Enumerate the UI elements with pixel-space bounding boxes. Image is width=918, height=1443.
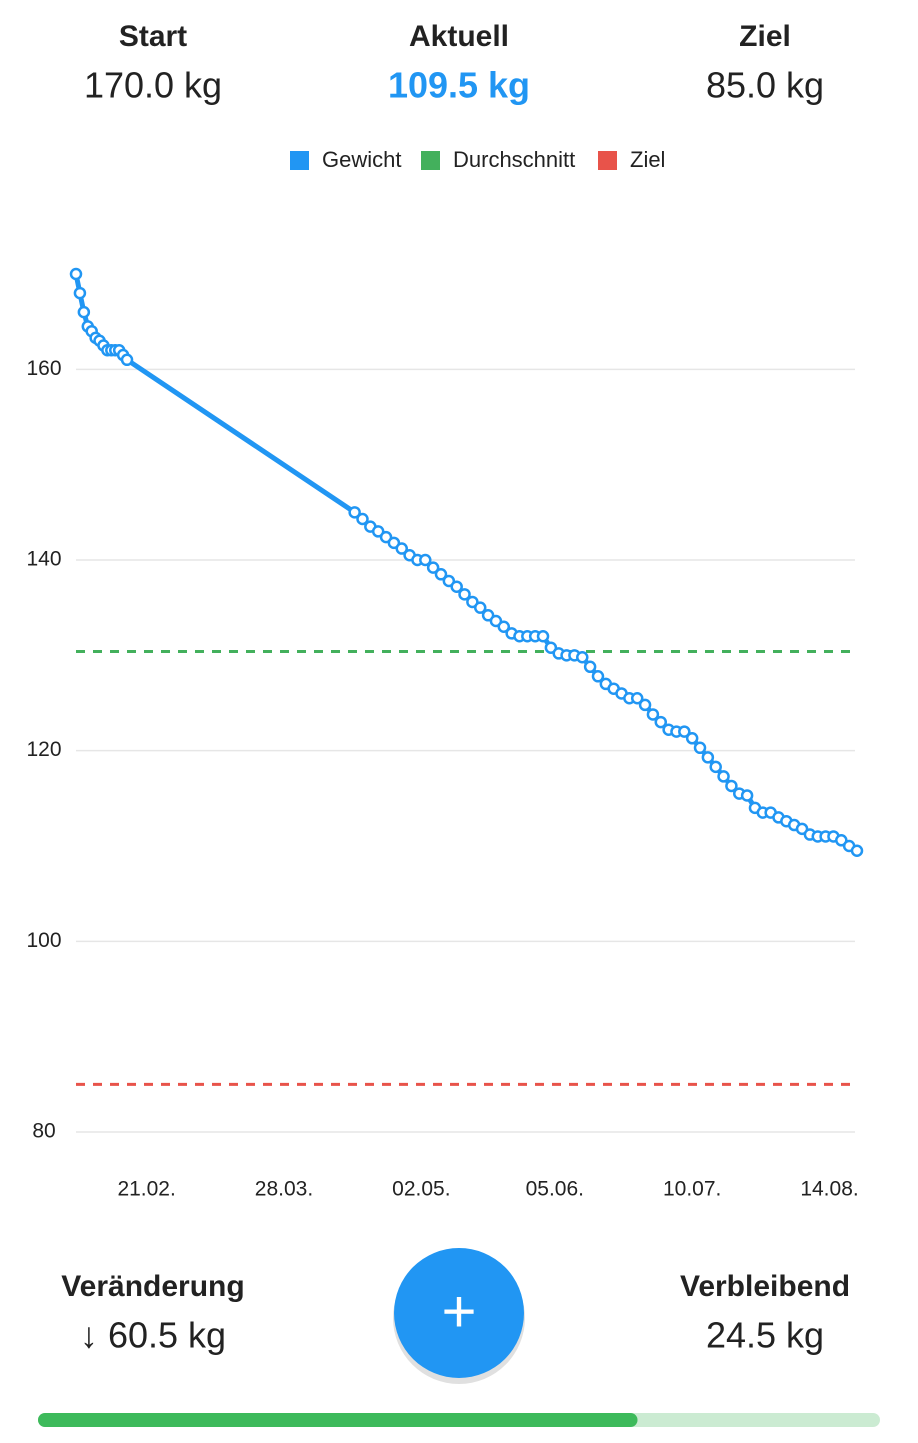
stat-label: Aktuell [409, 20, 509, 53]
x-tick-label: 05.06. [526, 1178, 584, 1201]
weight-point [725, 779, 738, 793]
x-tick-label: 28.03. [255, 1178, 313, 1201]
y-tick-label: 160 [26, 357, 61, 380]
weight-point [646, 708, 660, 721]
add-icon[interactable]: + [441, 1278, 476, 1345]
legend-swatch [598, 151, 617, 170]
weight-point [120, 353, 134, 367]
weight-point [850, 844, 864, 858]
weight-point [740, 789, 754, 802]
weight-point [693, 741, 707, 755]
weight-point [450, 580, 463, 593]
legend-swatch [421, 151, 440, 170]
weight-point [709, 760, 722, 774]
remaining-value: 24.5 kg [706, 1315, 824, 1356]
stat-value: 85.0 kg [706, 65, 824, 106]
weight-point [77, 305, 91, 319]
y-tick-label: 80 [32, 1120, 55, 1143]
weight-point [638, 698, 652, 712]
stat-value: 109.5 kg [388, 65, 530, 106]
weight-point [678, 725, 691, 738]
add-button[interactable] [394, 1248, 524, 1378]
legend-label: Ziel [630, 147, 665, 172]
weight-point [73, 286, 87, 300]
y-tick-label: 100 [26, 929, 61, 952]
weight-point [356, 512, 369, 526]
weight-point [434, 568, 448, 581]
weight-point [536, 630, 550, 643]
legend-swatch [290, 151, 309, 170]
weight-point [395, 542, 408, 555]
weight-point [348, 506, 361, 519]
weight-point [576, 650, 589, 664]
weight-point [701, 751, 715, 764]
weight-point [473, 601, 487, 614]
weight-line [73, 273, 859, 853]
weight-point [458, 588, 471, 601]
y-tick-label: 140 [26, 548, 61, 571]
weight-point [685, 732, 699, 745]
weight-point [717, 770, 730, 783]
weight-point [426, 561, 440, 574]
legend-label: Gewicht [322, 147, 401, 172]
x-tick-label: 21.02. [117, 1178, 175, 1201]
x-tick-label: 10.07. [663, 1178, 721, 1201]
stat-value: 170.0 kg [84, 65, 222, 106]
stat-label: Start [119, 20, 187, 53]
progress-fill [38, 1413, 638, 1427]
weight-point [591, 670, 605, 683]
x-tick-label: 02.05. [392, 1178, 450, 1201]
weight-point [419, 553, 432, 567]
legend-label: Durchschnitt [453, 147, 575, 172]
y-tick-label: 120 [26, 738, 61, 761]
weight-point [583, 660, 597, 674]
stat-label: Ziel [739, 20, 791, 53]
weight-point [69, 267, 83, 281]
change-value: ↓ 60.5 kg [80, 1315, 226, 1356]
weight-point [630, 691, 644, 705]
weight-point [497, 620, 511, 633]
x-tick-label: 14.08. [800, 1178, 858, 1201]
remaining-label: Verbleibend [680, 1270, 850, 1303]
weight-point [654, 715, 668, 729]
change-label: Veränderung [61, 1270, 244, 1303]
